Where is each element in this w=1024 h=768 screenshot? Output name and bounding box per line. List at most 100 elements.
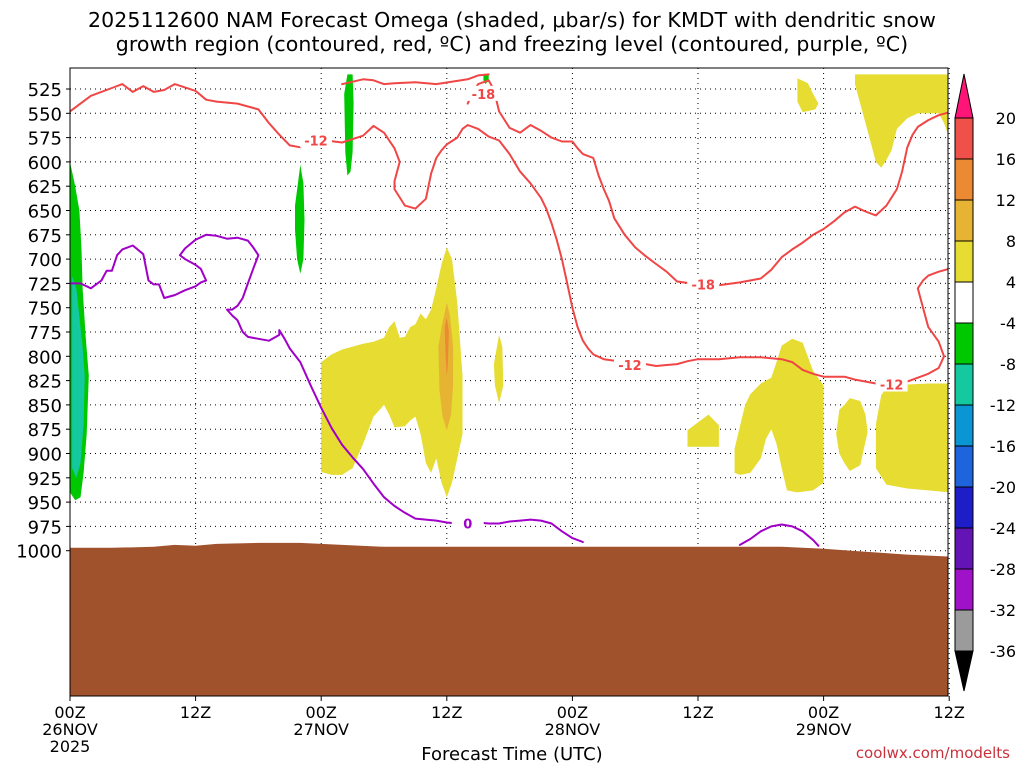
contour-label-bg <box>687 276 720 292</box>
y-tick-label: 800 <box>28 347 62 368</box>
terrain-surface-layer <box>70 542 948 696</box>
y-tick-label: 850 <box>28 396 62 417</box>
x-tick-label: 00Z <box>54 703 85 722</box>
x-tick-label: 2025 <box>50 737 91 756</box>
y-tick-label: 775 <box>28 323 62 344</box>
colorbar-label: -16 <box>990 437 1016 456</box>
colorbar-label: -4 <box>1000 314 1016 333</box>
chart-title-line2: growth region (contoured, red, ºC) and f… <box>115 32 909 56</box>
colorbar-label: -20 <box>990 478 1016 497</box>
colorbar-legend: 20 16 12 8 4 -4 -8 -12 -16 -20 -24 -28 -32 -36 <box>954 73 1016 692</box>
x-tick-label: 26NOV <box>42 720 98 739</box>
omega-region <box>444 317 449 376</box>
x-tick-label: 00Z <box>306 703 337 722</box>
plot-frame <box>69 67 949 697</box>
contour-layer <box>70 73 948 547</box>
colorbar-swatch <box>954 281 974 324</box>
colorbar-swatch <box>954 363 974 406</box>
y-tick-label: 600 <box>28 153 62 174</box>
x-tick-label: 27NOV <box>293 720 349 739</box>
contour-label: 0 <box>463 517 472 532</box>
colorbar-top-triangle <box>954 73 974 119</box>
x-tick-label: 12Z <box>180 703 211 722</box>
contour-label-bg <box>299 132 332 148</box>
y-axis: 525 550 575 600 625 650 675 700 725 750 775 800 825 8… <box>16 80 70 563</box>
omega-region <box>295 164 305 274</box>
contour-label: -12 <box>618 359 642 374</box>
colorbar-label: 12 <box>996 191 1016 210</box>
contour-label: -12 <box>880 378 904 393</box>
colorbar-label: -36 <box>990 642 1016 661</box>
y-tick-label: 875 <box>28 420 62 441</box>
colorbar-swatch <box>954 568 974 611</box>
x-axis-title: Forecast Time (UTC) <box>421 744 603 765</box>
colorbar-swatch <box>954 609 974 652</box>
omega-shaded-layer <box>70 74 948 501</box>
contour-label-bg <box>467 85 500 101</box>
y-tick-label: 550 <box>28 104 62 125</box>
colorbar-swatch <box>954 199 974 242</box>
colorbar-label: -28 <box>990 560 1016 579</box>
colorbar-label: 4 <box>1006 273 1016 292</box>
contour-line <box>70 83 948 385</box>
colorbar-label: -32 <box>990 601 1016 620</box>
y-tick-label: 950 <box>28 493 62 514</box>
omega-region <box>855 74 948 168</box>
colorbar-label: 16 <box>996 150 1016 169</box>
omega-region <box>687 414 719 447</box>
colorbar-label: -12 <box>990 396 1016 415</box>
colorbar-swatch <box>954 158 974 201</box>
omega-region <box>734 338 824 493</box>
contour-line <box>738 523 820 547</box>
x-tick-label: 12Z <box>682 703 713 722</box>
y-tick-label: 675 <box>28 226 62 247</box>
credit-link[interactable]: coolwx.com/modelts <box>855 744 1010 762</box>
omega-region <box>875 383 948 493</box>
colorbar-swatch <box>954 117 974 160</box>
x-tick-label: 29NOV <box>796 720 852 739</box>
colorbar-swatch <box>954 240 974 283</box>
omega-region <box>344 74 354 176</box>
colorbar-swatch <box>954 404 974 447</box>
y-tick-label: 575 <box>28 129 62 150</box>
omega-region <box>797 78 819 113</box>
x-tick-label: 00Z <box>808 703 839 722</box>
contour-label: -12 <box>304 135 328 150</box>
y-tick-label: 725 <box>28 274 62 295</box>
y-tick-label: 525 <box>28 80 62 101</box>
y-tick-label: 1000 <box>16 542 62 563</box>
colorbar-swatch <box>954 322 974 365</box>
colorbar-swatch <box>954 445 974 488</box>
colorbar-swatch <box>954 486 974 529</box>
colorbar-label: 8 <box>1006 232 1016 251</box>
contour-line <box>341 73 490 86</box>
contour-label-bg <box>613 357 646 373</box>
y-tick-label: 625 <box>28 177 62 198</box>
omega-region <box>72 276 85 478</box>
omega-region <box>321 247 463 498</box>
colorbar-bottom-triangle <box>954 650 974 692</box>
contour-label-bg <box>451 515 484 531</box>
omega-region <box>493 334 504 403</box>
y-tick-label: 825 <box>28 372 62 393</box>
y-tick-label: 900 <box>28 445 62 466</box>
x-tick-label: 12Z <box>934 703 965 722</box>
y-tick-label: 650 <box>28 202 62 223</box>
contour-label-bg <box>875 376 908 392</box>
colorbar-label: 20 <box>996 109 1016 128</box>
y-tick-label: 975 <box>28 517 62 538</box>
y-tick-label: 750 <box>28 299 62 320</box>
x-tick-label: 00Z <box>557 703 588 722</box>
colorbar-label: -8 <box>1000 355 1016 374</box>
contour-label: -18 <box>691 278 715 293</box>
omega-region <box>836 398 868 471</box>
colorbar-swatch <box>954 527 974 570</box>
terrain-surface <box>70 542 948 696</box>
chart-title-line1: 2025112600 NAM Forecast Omega (shaded, μ… <box>87 8 937 32</box>
omega-region <box>438 302 454 431</box>
colorbar-label: -24 <box>990 519 1016 538</box>
y-tick-label: 700 <box>28 250 62 271</box>
x-tick-label: 12Z <box>431 703 462 722</box>
